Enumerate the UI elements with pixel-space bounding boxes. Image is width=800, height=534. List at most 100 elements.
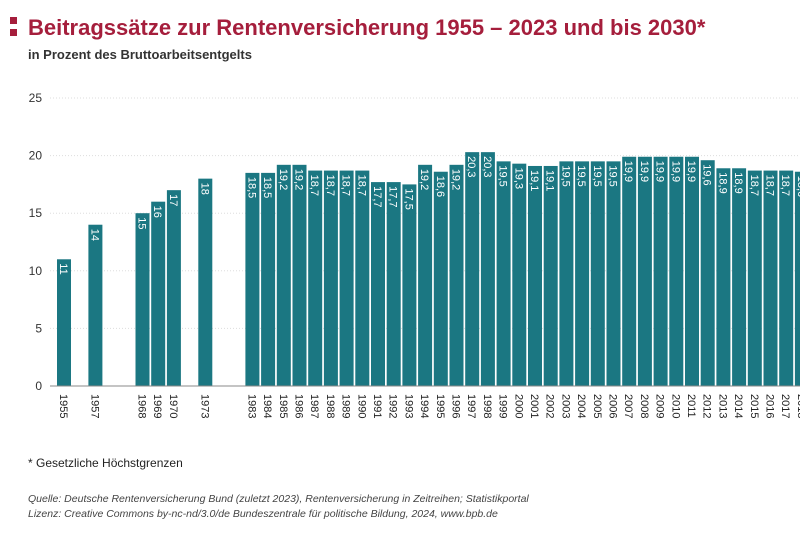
chart-subtitle: in Prozent des Bruttoarbeitsentgelts <box>28 47 252 62</box>
value-label: 18,7 <box>764 175 776 196</box>
value-label: 11 <box>57 263 69 274</box>
value-label: 18,7 <box>779 175 791 196</box>
value-label: 19,1 <box>544 170 556 191</box>
x-tick-label: 2013 <box>716 394 728 418</box>
value-label: 19,2 <box>450 169 462 190</box>
x-tick-label: 1992 <box>387 394 399 418</box>
x-tick-label: 1984 <box>261 394 273 418</box>
value-label: 19,5 <box>575 165 587 186</box>
x-tick-label: 1970 <box>167 394 179 418</box>
x-tick-label: 1994 <box>418 394 430 418</box>
bar <box>480 152 495 386</box>
value-label: 17 <box>167 194 179 206</box>
bar <box>245 172 260 386</box>
x-tick-label: 1993 <box>402 394 414 418</box>
x-tick-label: 1986 <box>293 394 305 418</box>
x-tick-label: 2008 <box>638 394 650 418</box>
bar <box>355 170 370 386</box>
value-label: 19,6 <box>701 164 713 185</box>
value-label: 16 <box>151 206 163 218</box>
bar <box>653 156 668 386</box>
value-label: 17,5 <box>402 188 414 209</box>
bar <box>747 170 762 386</box>
x-tick-label: 1983 <box>245 394 257 418</box>
bar <box>449 164 464 386</box>
chart-title: Beitragssätze zur Rentenversicherung 195… <box>28 15 706 40</box>
bar <box>292 164 307 386</box>
x-tick-label: 1990 <box>355 394 367 418</box>
bar <box>685 156 699 386</box>
title-marker <box>10 17 17 24</box>
x-tick-label: 1989 <box>340 394 352 418</box>
x-tick-label: 2001 <box>528 394 540 418</box>
y-tick-label: 15 <box>29 206 43 220</box>
value-label: 18,7 <box>308 175 320 196</box>
title-marker <box>10 29 17 36</box>
value-label: 18,6 <box>434 176 446 197</box>
x-tick-label: 1987 <box>308 394 320 418</box>
bar <box>669 156 684 386</box>
bar <box>465 152 480 386</box>
y-tick-label: 25 <box>29 91 43 105</box>
value-label: 18,9 <box>716 172 728 193</box>
x-tick-label: 2009 <box>654 394 666 418</box>
y-tick-label: 20 <box>29 149 43 163</box>
bar <box>512 163 527 386</box>
bar <box>166 190 181 386</box>
x-tick-label: 1955 <box>57 394 69 418</box>
x-tick-label: 1985 <box>277 394 289 418</box>
value-label: 19,5 <box>591 165 603 186</box>
value-label: 19,2 <box>277 169 289 190</box>
value-label: 18,9 <box>732 172 744 193</box>
bar <box>339 170 354 386</box>
value-label: 20,3 <box>481 156 493 177</box>
value-label: 19,5 <box>559 165 571 186</box>
value-label: 19,9 <box>669 161 681 182</box>
x-tick-label: 1957 <box>88 394 100 418</box>
x-tick-label: 1999 <box>497 394 509 418</box>
x-tick-label: 2005 <box>591 394 603 418</box>
bar <box>622 156 637 386</box>
x-tick-label: 2018 <box>795 394 800 418</box>
bar <box>57 259 71 386</box>
x-tick-label: 1969 <box>151 394 163 418</box>
x-tick-label: 1973 <box>198 394 210 418</box>
bar <box>386 182 401 386</box>
bar <box>732 168 747 386</box>
value-label: 19,9 <box>654 161 666 182</box>
bar <box>543 165 558 386</box>
x-tick-label: 2000 <box>512 394 524 418</box>
value-label: 19,5 <box>607 165 619 186</box>
x-tick-label: 2004 <box>575 394 587 418</box>
value-label: 19,9 <box>638 161 650 182</box>
y-tick-label: 5 <box>35 321 42 335</box>
value-label: 20,3 <box>465 156 477 177</box>
value-label: 19,2 <box>293 169 305 190</box>
value-label: 18,7 <box>340 175 352 196</box>
bar <box>433 171 448 386</box>
x-tick-label: 1968 <box>136 394 148 418</box>
bar <box>779 170 794 386</box>
bar <box>276 164 291 386</box>
x-tick-label: 1995 <box>434 394 446 418</box>
value-label: 15 <box>136 217 148 229</box>
value-label: 18,5 <box>245 177 257 198</box>
value-label: 19,1 <box>528 170 540 191</box>
bar <box>716 168 731 386</box>
x-tick-label: 2014 <box>732 394 744 418</box>
value-label: 18,7 <box>355 175 367 196</box>
bar <box>590 161 605 386</box>
bar <box>794 171 800 386</box>
value-label: 18 <box>198 183 210 195</box>
bar <box>198 178 213 386</box>
bar <box>261 172 276 386</box>
value-label: 18,5 <box>261 177 273 198</box>
value-label: 19,2 <box>418 169 430 190</box>
bar <box>637 156 652 386</box>
bar <box>606 161 621 386</box>
bar <box>402 184 417 386</box>
value-label: 18,6 <box>795 176 800 197</box>
x-tick-label: 2003 <box>559 394 571 418</box>
